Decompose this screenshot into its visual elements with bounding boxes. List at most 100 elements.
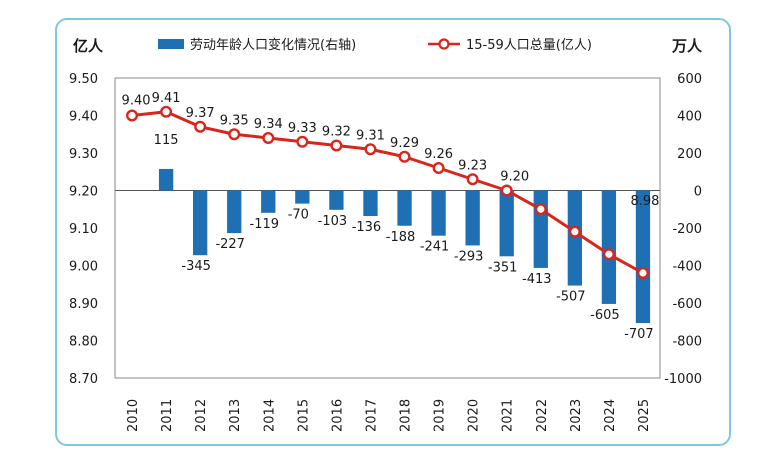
line-point-2025 [636,267,649,280]
line-label-2011: 9.41 [152,91,181,106]
legend: 劳动年龄人口变化情况(右轴) 15-59人口总量(亿人) [158,37,592,53]
bar-label-2015: -70 [288,208,309,223]
left-axis-unit: 亿人 [73,37,104,55]
bar-label-2019: -241 [420,240,450,255]
legend-bar-swatch [158,39,184,49]
line-point-2022 [534,203,547,216]
x-tick-label: 2018 [399,399,414,432]
legend-line-label: 15-59人口总量(亿人) [466,38,592,53]
line-point-2017 [364,143,377,156]
legend-line-marker [438,38,450,50]
bar-2025 [635,190,651,324]
bar-2011 [158,168,174,191]
line-point-2016 [330,139,343,152]
line-label-2015: 9.33 [288,121,317,136]
left-tick-label: 9.40 [69,110,98,125]
bar-label-2018: -188 [386,230,416,245]
chart-frame [55,18,731,446]
left-tick-label: 9.20 [69,185,98,200]
x-tick-label: 2011 [160,399,175,432]
line-point-2019 [432,161,445,174]
line-point-2010 [126,109,139,122]
left-tick-label: 8.80 [69,335,98,350]
left-tick-label: 9.00 [69,260,98,275]
right-tick-label: 400 [677,110,702,125]
right-tick-label: 600 [677,72,702,87]
right-tick-label: -200 [672,222,702,237]
x-tick-label: 2020 [467,399,482,432]
bar-label-2013: -227 [215,237,245,252]
right-tick-label: -400 [672,260,702,275]
x-tick-label: 2024 [603,399,618,432]
line-point-2015 [296,135,309,148]
x-tick-label: 2017 [364,399,379,432]
right-tick-label: -1000 [664,372,702,387]
left-tick-label: 9.50 [69,72,98,87]
line-label-2010: 9.40 [122,94,151,109]
x-tick-label: 2019 [433,399,448,432]
bar-2016 [329,190,344,210]
right-tick-label: -600 [672,297,702,312]
x-tick-label: 2012 [194,399,209,432]
bar-label-2017: -136 [352,220,382,235]
x-tick-label: 2010 [126,399,141,432]
right-tick-label: 200 [677,147,702,162]
bar-2013 [227,190,242,234]
bar-label-2014: -119 [250,217,280,232]
legend-bar-label: 劳动年龄人口变化情况(右轴) [190,37,356,53]
line-point-2013 [228,128,241,141]
line-point-2020 [466,173,479,186]
bar-2018 [397,190,412,226]
bar-2019 [431,190,446,236]
bar-2024 [601,190,617,304]
bar-label-2012: -345 [181,259,211,274]
x-tick-label: 2015 [296,399,311,432]
x-tick-label: 2025 [637,399,652,432]
bar-label-2021: -351 [488,260,518,275]
line-point-2014 [262,131,275,144]
line-point-2024 [602,248,615,261]
bar-label-2024: -605 [590,308,620,323]
line-label-2021: 9.20 [500,170,529,185]
bar-label-2025: -707 [624,327,654,342]
line-label-2012: 9.37 [186,106,215,121]
left-tick-label: 9.10 [69,222,98,237]
x-tick-label: 2023 [569,399,584,432]
left-tick-label: 9.30 [69,147,98,162]
line-label-2016: 9.32 [322,125,351,140]
x-tick-label: 2016 [330,399,345,432]
bar-2021 [499,190,514,257]
right-tick-label: -800 [672,335,702,350]
bar-2022 [533,190,548,268]
line-label-2025: 8.98 [630,194,659,209]
line-point-2012 [194,120,207,133]
x-tick-label: 2021 [501,399,516,432]
left-tick-label: 8.90 [69,297,98,312]
line-label-2020: 9.23 [458,158,487,173]
line-label-2017: 9.31 [356,128,385,143]
bar-2020 [465,190,480,246]
bar-2017 [363,190,378,216]
bar-label-2022: -413 [522,272,552,287]
x-tick-label: 2014 [262,399,277,432]
plot-area [114,77,661,379]
right-axis-unit: 万人 [671,37,703,55]
line-point-2011 [160,105,173,118]
bar-2023 [567,190,582,286]
population-line [131,110,644,275]
right-tick-label: 0 [694,185,702,200]
bar-label-2016: -103 [318,214,348,229]
x-tick-label: 2022 [535,399,550,432]
x-tick-label: 2013 [228,399,243,432]
bar-label-2020: -293 [454,249,484,264]
bar-label-2023: -507 [556,290,586,305]
line-label-2014: 9.34 [254,117,283,132]
line-point-2018 [398,150,411,163]
bar-2012 [193,190,208,256]
left-tick-label: 8.70 [69,372,98,387]
bar-label-2011: 115 [154,133,179,148]
line-label-2018: 9.29 [390,136,419,151]
line-point-2023 [568,225,581,238]
line-point-2021 [500,184,513,197]
